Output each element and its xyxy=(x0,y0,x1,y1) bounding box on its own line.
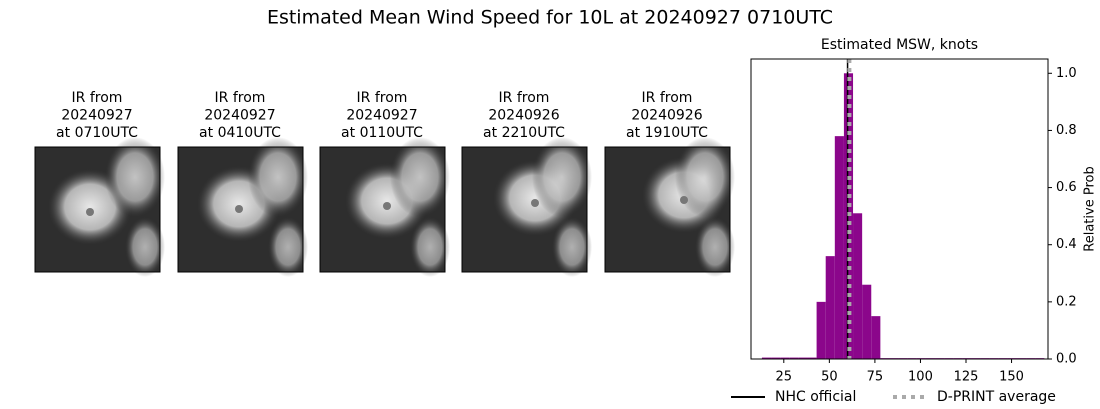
cloud xyxy=(105,137,165,217)
satellite-image xyxy=(34,137,165,277)
image-frame xyxy=(177,146,304,273)
legend-label: NHC official xyxy=(775,389,856,405)
x-tick-label: 150 xyxy=(999,370,1024,385)
satellite-image xyxy=(319,137,450,277)
y-tick-label: 0.0 xyxy=(1056,352,1077,367)
y-tick-label: 0.8 xyxy=(1056,123,1077,138)
cloud xyxy=(248,137,308,217)
panel-caption: 20240927 xyxy=(61,108,132,124)
histogram-bar xyxy=(862,284,872,359)
panel-caption: 20240926 xyxy=(488,108,559,124)
y-tick-label: 1.0 xyxy=(1056,66,1077,81)
panel-caption: 20240927 xyxy=(346,108,417,124)
histogram-bar xyxy=(843,73,854,360)
histogram-bar xyxy=(761,357,772,359)
cloud xyxy=(552,217,592,277)
satellite-image xyxy=(461,137,592,277)
figure-title: Estimated Mean Wind Speed for 10L at 202… xyxy=(267,7,833,29)
cloud xyxy=(125,217,165,277)
histogram-bar xyxy=(871,316,881,359)
y-tick-label: 0.6 xyxy=(1056,180,1077,195)
panel-caption: IR from xyxy=(215,90,266,106)
eye xyxy=(680,196,688,204)
image-frame xyxy=(319,146,446,273)
x-tick-label: 125 xyxy=(954,370,979,385)
histogram-bar xyxy=(771,357,781,359)
panel-caption: 20240927 xyxy=(204,108,275,124)
panel-caption: 20240926 xyxy=(631,108,702,124)
panel-caption: IR from xyxy=(72,90,123,106)
cloud xyxy=(390,137,450,217)
chart-title: Estimated MSW, knots xyxy=(821,37,978,53)
panel-caption: IR from xyxy=(642,90,693,106)
histogram-bar xyxy=(853,213,863,359)
histogram-bar xyxy=(825,256,835,359)
satellite-image xyxy=(177,137,308,277)
plot-frame xyxy=(750,58,1049,360)
panel-caption: IR from xyxy=(357,90,408,106)
histogram-bar xyxy=(807,357,817,359)
panel-caption: at 0110UTC xyxy=(341,125,423,141)
y-tick-label: 0.4 xyxy=(1056,237,1077,252)
x-tick-label: 100 xyxy=(908,370,933,385)
cloud xyxy=(410,217,450,277)
eye xyxy=(86,208,94,216)
panel-caption: IR from xyxy=(499,90,550,106)
satellite-image xyxy=(604,137,735,277)
panel-caption: at 0710UTC xyxy=(56,125,138,141)
cloud xyxy=(532,137,592,217)
eye xyxy=(531,199,539,207)
cloud xyxy=(268,217,308,277)
legend-label: D-PRINT average xyxy=(937,389,1056,405)
eye xyxy=(235,205,243,213)
panel-caption: at 1910UTC xyxy=(626,125,708,141)
y-axis-label: Relative Prob xyxy=(1083,166,1098,251)
histogram-bar xyxy=(789,357,799,359)
cloud xyxy=(675,137,735,217)
cloud xyxy=(695,217,735,277)
x-tick-label: 75 xyxy=(867,370,884,385)
image-frame xyxy=(604,146,731,273)
histogram-bar xyxy=(834,136,844,359)
histogram-bar xyxy=(780,357,790,359)
image-frame xyxy=(34,146,161,273)
x-tick-label: 25 xyxy=(776,370,793,385)
image-frame xyxy=(461,146,588,273)
x-tick-label: 50 xyxy=(821,370,838,385)
histogram-bar xyxy=(816,301,826,359)
panel-caption: at 0410UTC xyxy=(199,125,281,141)
eye xyxy=(383,202,391,210)
histogram-bar xyxy=(798,357,808,359)
panel-caption: at 2210UTC xyxy=(483,125,565,141)
y-tick-label: 0.2 xyxy=(1056,294,1077,309)
